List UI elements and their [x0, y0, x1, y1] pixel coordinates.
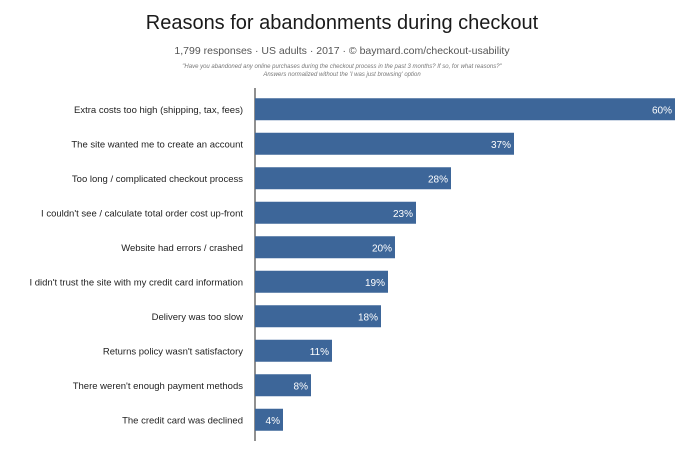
survey-question-text: "Have you abandoned any online purchases… [182, 64, 502, 70]
category-label: I couldn't see / calculate total order c… [41, 208, 243, 219]
value-label: 60% [652, 105, 672, 116]
survey-question-note: "Have you abandoned any online purchases… [0, 63, 684, 79]
category-label: Website had errors / crashed [121, 243, 243, 254]
value-label: 4% [266, 416, 281, 427]
category-label: Extra costs too high (shipping, tax, fee… [74, 105, 243, 116]
normalization-note: Answers normalized without the 'I was ju… [263, 72, 421, 78]
category-label: Returns policy wasn't satisfactory [103, 346, 243, 357]
category-label: The credit card was declined [122, 415, 243, 426]
bar [255, 132, 514, 155]
value-label: 19% [365, 278, 385, 289]
bar [255, 98, 675, 121]
bar [255, 305, 381, 328]
value-label: 20% [372, 243, 392, 254]
value-label: 18% [358, 312, 378, 323]
category-label: There weren't enough payment methods [73, 381, 244, 392]
bar [255, 167, 451, 190]
value-label: 23% [393, 209, 413, 220]
category-label: The site wanted me to create an account [71, 139, 243, 150]
value-label: 28% [428, 174, 448, 185]
bar [255, 270, 388, 293]
bar [255, 339, 332, 362]
value-label: 37% [491, 140, 511, 151]
chart-title: Reasons for abandonments during checkout [145, 12, 539, 34]
chart-subtitle: 1,799 responses · US adults · 2017 · © b… [174, 45, 510, 57]
category-label: Delivery was too slow [152, 312, 243, 323]
value-label: 8% [294, 381, 309, 392]
value-label: 11% [310, 347, 329, 358]
bar [255, 236, 395, 259]
bar [255, 408, 283, 431]
category-label: I didn't trust the site with my credit c… [29, 277, 243, 288]
bar [255, 374, 311, 397]
category-label: Too long / complicated checkout process [72, 174, 243, 185]
bar [255, 201, 416, 224]
